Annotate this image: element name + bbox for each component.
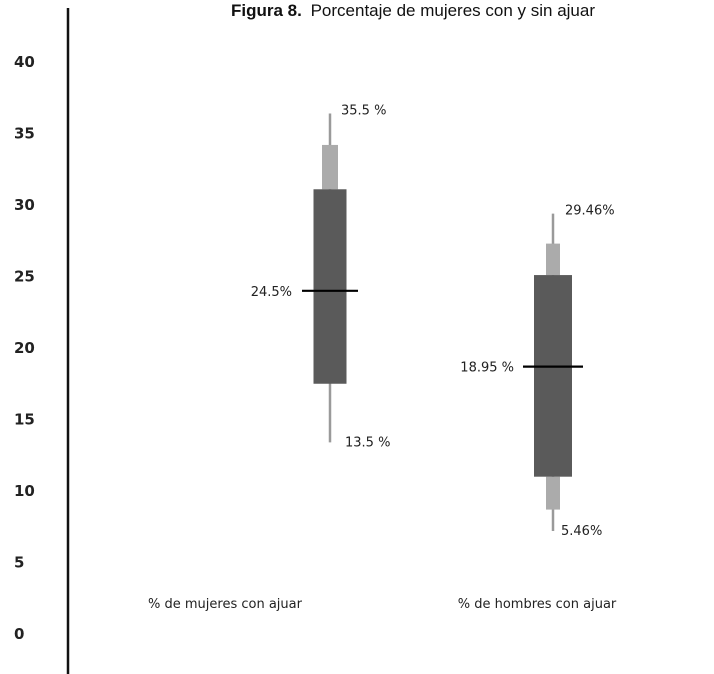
max-label: 35.5 % xyxy=(341,103,386,118)
box-series: 35.5 % 24.5% 13.5 % % de mujeres con ajuar 2… xyxy=(148,103,617,612)
y-axis-ticks: 40 35 30 25 20 15 10 5 0 xyxy=(14,53,35,643)
category-label: % de mujeres con ajuar xyxy=(148,597,303,612)
y-tick-label-15: 15 xyxy=(14,411,35,429)
y-tick-label-30: 30 xyxy=(14,196,35,214)
min-label: 13.5 % xyxy=(345,435,390,450)
box-group-1: 35.5 % 24.5% 13.5 % % de mujeres con ajuar xyxy=(148,103,390,612)
max-label: 29.46% xyxy=(565,204,615,219)
chart-title-prefix: Figura 8. xyxy=(231,1,302,20)
upper-outer-bar xyxy=(546,243,560,276)
median-label: 18.95 % xyxy=(460,361,514,376)
y-tick-label-0: 0 xyxy=(14,625,24,643)
y-tick-label-25: 25 xyxy=(14,268,35,286)
y-tick-label-10: 10 xyxy=(14,482,35,500)
category-label: % de hombres con ajuar xyxy=(458,597,617,612)
box-body xyxy=(313,189,347,384)
y-tick-label-5: 5 xyxy=(14,554,24,572)
box-group-2: 29.46% 18.95 % 5.46% % de hombres con ajuar xyxy=(458,204,617,612)
upper-outer-bar xyxy=(322,144,338,190)
box-body xyxy=(534,275,572,477)
y-tick-label-20: 20 xyxy=(14,339,35,357)
lower-outer-bar xyxy=(546,476,560,510)
median-label: 24.5% xyxy=(251,285,292,300)
y-tick-label-35: 35 xyxy=(14,125,35,143)
min-label: 5.46% xyxy=(561,524,602,539)
chart-title-rest: Porcentaje de mujeres con y sin ajuar xyxy=(311,1,596,20)
chart-title: Figura 8. Porcentaje de mujeres con y si… xyxy=(231,1,595,20)
y-tick-label-40: 40 xyxy=(14,53,35,71)
